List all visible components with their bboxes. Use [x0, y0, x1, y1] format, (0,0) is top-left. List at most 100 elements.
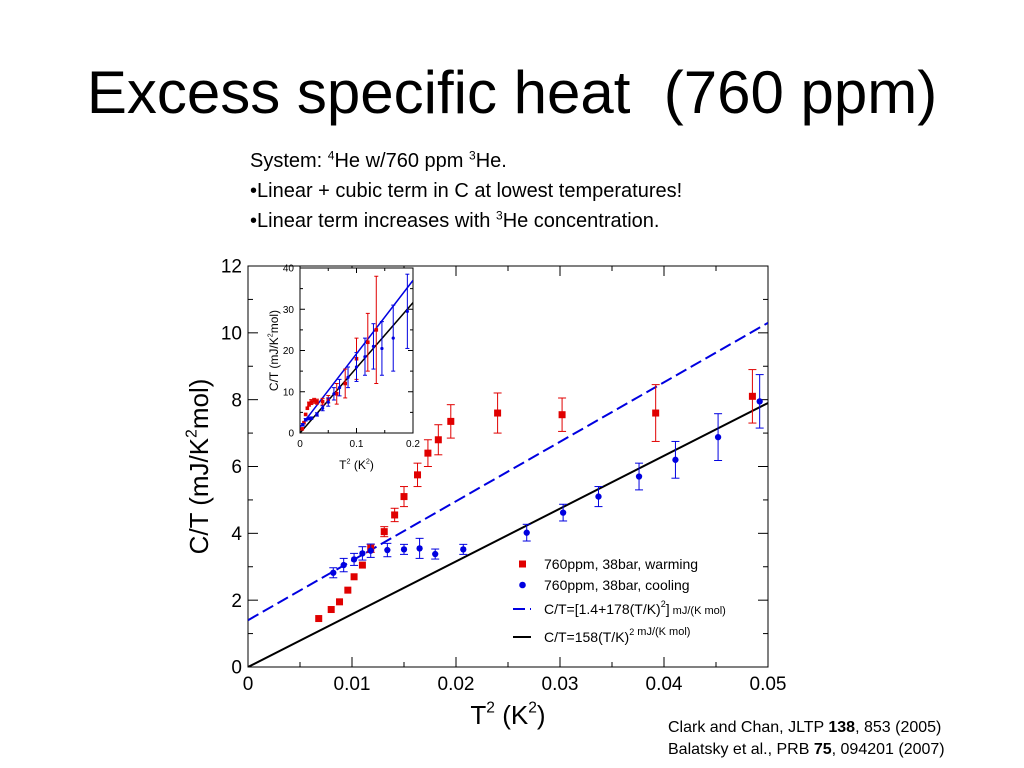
inset-point-warming: [334, 392, 339, 396]
note-linear-cubic: •Linear + cubic term in C at lowest temp…: [250, 180, 683, 202]
main-point-cooling: [350, 556, 358, 563]
main-y-axis-label-sup: 2: [183, 429, 200, 438]
inset-y-tick-label: 20: [283, 346, 295, 357]
main-y-tick-label: 8: [231, 390, 242, 411]
inset-point-warming: [303, 412, 308, 417]
inset-x-tick-label: 0.2: [406, 439, 420, 450]
main-point-warming: [358, 561, 366, 569]
main-point-cooling: [635, 473, 643, 480]
inset-y-tick-label: 40: [283, 264, 295, 275]
inset-y-tick-label: 0: [288, 429, 294, 440]
inset-y-axis-label-sup: 2: [266, 333, 275, 337]
inset-point-cooling: [306, 416, 311, 421]
main-point-cooling: [330, 569, 337, 576]
main-y-tick-label: 12: [221, 257, 242, 278]
main-point-warming: [558, 411, 566, 419]
notes-block: System: 4He w/760 ppm 3He. •Linear + cub…: [250, 146, 682, 236]
main-point-warming: [748, 392, 756, 400]
legend-label-unit: mJ/(K mol): [670, 605, 726, 617]
inset-y-axis-label: C/T (mJ/K2mol): [266, 310, 281, 391]
inset-point-cooling: [301, 423, 305, 427]
main-point-warming: [414, 471, 422, 479]
main-point-cooling: [340, 561, 347, 569]
inset-point-cooling: [326, 400, 330, 404]
main-point-cooling: [756, 398, 763, 405]
main-plot-area: [248, 321, 768, 667]
main-y-tick-label: 4: [231, 524, 242, 545]
inset-point-cooling: [354, 365, 359, 369]
inset-x-axis-label-unit-sup: 2: [366, 457, 370, 466]
inset-point-cooling: [391, 336, 395, 340]
main-point-cooling: [672, 456, 679, 463]
main-point-cooling: [523, 529, 530, 536]
main-x-tick-label: 0.01: [334, 674, 371, 695]
inset-point-cooling: [315, 412, 319, 417]
legend-label: 760ppm, 38bar, cooling: [544, 577, 690, 593]
inset-point-cooling: [346, 375, 350, 379]
main-y-axis-label-close: mol): [184, 379, 214, 430]
main-point-warming: [400, 493, 408, 501]
main-x-axis-label-base: T: [470, 700, 486, 730]
reference-balatsky: Balatsky et al., PRB 75, 094201 (2007): [668, 741, 945, 758]
legend-label-main: C/T=158(T/K): [544, 629, 629, 645]
legend-label-unit: mJ/(K mol): [634, 626, 690, 638]
main-point-cooling: [359, 550, 366, 557]
main-y-tick-label: 0: [231, 658, 242, 679]
inset-x-axis-label-unit: (K: [351, 458, 366, 472]
main-legend: 760ppm, 38bar, warming 760ppm, 38bar, coo…: [513, 556, 726, 645]
main-y-tick-label: 2: [231, 591, 242, 612]
reference-clark-chan: Clark and Chan, JLTP 138, 853 (2005): [668, 719, 942, 736]
legend-label-sup: 2: [661, 599, 666, 609]
main-x-tick-label: 0.02: [438, 674, 475, 695]
main-point-warming: [494, 409, 502, 417]
inset-point-cooling: [371, 344, 376, 348]
inset-x-tick-label: 0.1: [350, 439, 364, 450]
main-x-tick-label: 0.04: [646, 674, 683, 695]
main-x-axis-label: T2 (K2): [470, 699, 545, 730]
inset-point-cooling: [405, 309, 409, 313]
inset-point-warming: [305, 406, 310, 411]
main-x-axis-label-unit: (K: [495, 700, 529, 730]
main-y-tick-label: 6: [231, 457, 242, 478]
inset-point-cooling: [337, 386, 342, 390]
legend-label: 760ppm, 38bar, warming: [544, 556, 698, 572]
legend-marker-cooling: [519, 581, 526, 589]
inset-point-warming: [315, 399, 319, 404]
legend-marker-warming: [519, 560, 526, 568]
main-point-cooling: [416, 545, 423, 552]
main-fit-line-dashed: [248, 321, 768, 622]
legend-label-sup: 2: [629, 627, 634, 637]
inset-x-axis-label-sup: 2: [347, 457, 351, 466]
main-point-cooling: [559, 509, 567, 516]
main-point-cooling: [460, 546, 467, 553]
main-point-warming: [434, 436, 442, 444]
inset-x-axis-label-close: ): [370, 458, 374, 472]
inset-point-cooling: [363, 355, 367, 359]
inset-point-warming: [320, 399, 325, 404]
slide-title: Excess specific heat (760 ppm): [86, 59, 938, 126]
main-point-cooling: [595, 493, 602, 500]
main-point-warming: [447, 417, 455, 425]
main-y-tick-label: 10: [221, 323, 242, 344]
main-x-tick-label: 0.03: [542, 674, 579, 695]
main-point-cooling: [432, 550, 439, 558]
main-point-warming: [344, 586, 352, 594]
main-x-axis-label-unit-sup: 2: [528, 699, 537, 716]
inset-point-cooling: [380, 346, 384, 351]
inset-point-warming: [307, 402, 311, 406]
inset-y-tick-label: 10: [283, 387, 295, 398]
main-point-warming: [380, 528, 388, 536]
legend-label: C/T=158(T/K)2 mJ/(K mol): [544, 626, 690, 645]
inset-plot-area: [300, 273, 413, 433]
references: Clark and Chan, JLTP 138, 853 (2005) Bal…: [668, 717, 945, 761]
legend-label: C/T=[1.4+178(T/K)2] mJ/(K mol): [544, 599, 726, 617]
inset-point-cooling: [309, 416, 313, 420]
main-point-warming: [424, 449, 432, 457]
inset-point-warming: [309, 400, 314, 404]
main-point-warming: [327, 606, 335, 614]
main-point-warming: [350, 573, 358, 581]
main-point-cooling: [367, 547, 374, 554]
main-x-axis-label-sup: 2: [486, 699, 495, 716]
main-point-warming: [391, 511, 399, 519]
